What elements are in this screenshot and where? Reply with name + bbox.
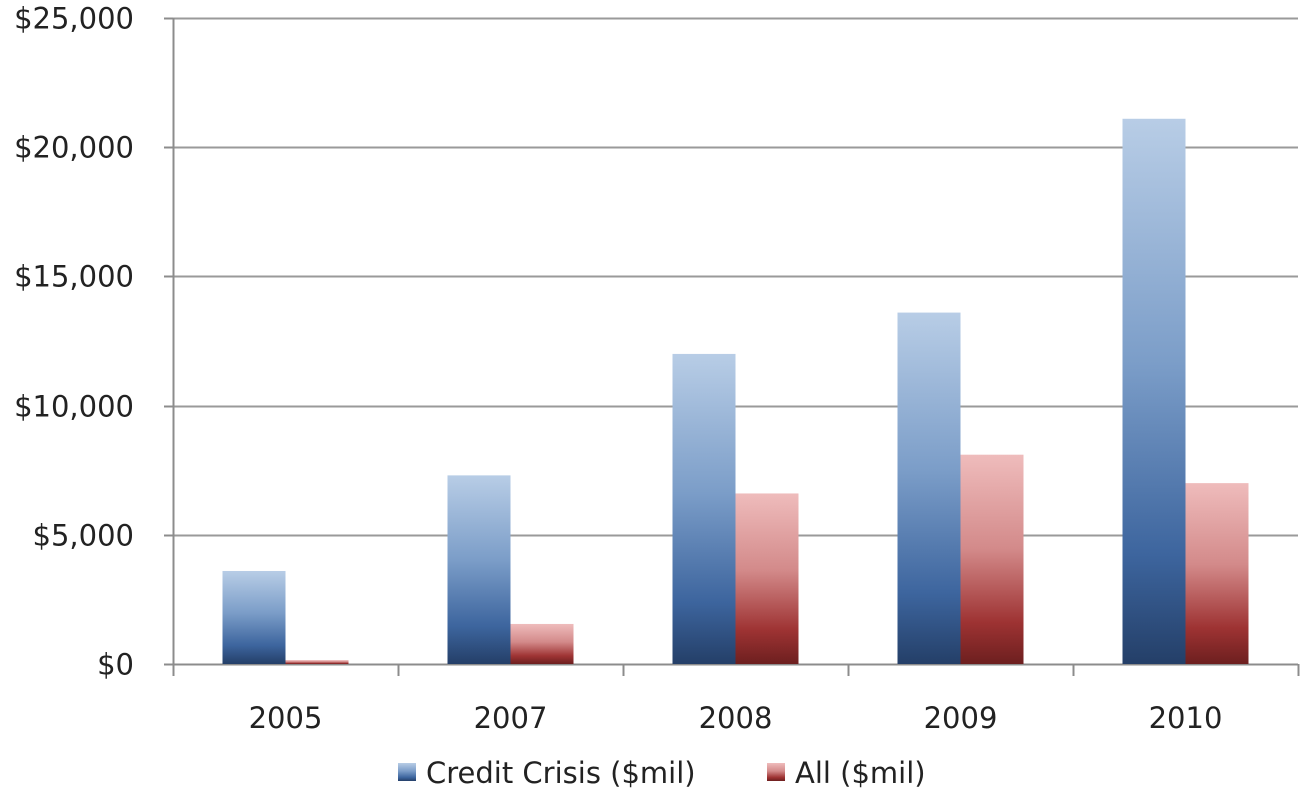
y-tick-label: $25,000 bbox=[14, 2, 134, 36]
bar-all-2007 bbox=[510, 623, 574, 664]
y-tick-label: $5,000 bbox=[33, 519, 134, 553]
y-tick-label: $10,000 bbox=[14, 390, 134, 424]
legend-swatch bbox=[398, 763, 416, 781]
bars bbox=[222, 118, 1249, 664]
axes bbox=[164, 17, 1300, 676]
legend-swatch bbox=[767, 763, 785, 781]
x-tick-label: 2008 bbox=[699, 701, 773, 735]
bar-credit-crisis-2008 bbox=[672, 353, 736, 664]
y-tick-label: $15,000 bbox=[14, 260, 134, 294]
x-tick-label: 2005 bbox=[249, 701, 323, 735]
bar-all-2009 bbox=[960, 454, 1024, 664]
legend: Credit Crisis ($mil) All ($mil) bbox=[398, 756, 926, 790]
bar-credit-crisis-2005 bbox=[222, 570, 286, 664]
x-tick-label: 2007 bbox=[474, 701, 548, 735]
legend-label: All ($mil) bbox=[795, 756, 926, 790]
bar-credit-crisis-2007 bbox=[447, 475, 511, 664]
y-tick-label: $0 bbox=[97, 648, 134, 682]
bar-credit-crisis-2009 bbox=[897, 312, 961, 664]
bar-credit-crisis-2010 bbox=[1122, 118, 1186, 664]
x-tick-label: 2009 bbox=[924, 701, 998, 735]
bar-all-2005 bbox=[285, 660, 349, 664]
bar-all-2010 bbox=[1185, 483, 1249, 664]
tick-labels: $0 $5,000 $10,000 $15,000 $20,000 $25,000 2005… bbox=[14, 2, 1222, 736]
legend-label: Credit Crisis ($mil) bbox=[426, 756, 696, 790]
bar-all-2008 bbox=[735, 493, 799, 664]
x-tick-label: 2010 bbox=[1149, 701, 1223, 735]
y-tick-label: $20,000 bbox=[14, 131, 134, 165]
